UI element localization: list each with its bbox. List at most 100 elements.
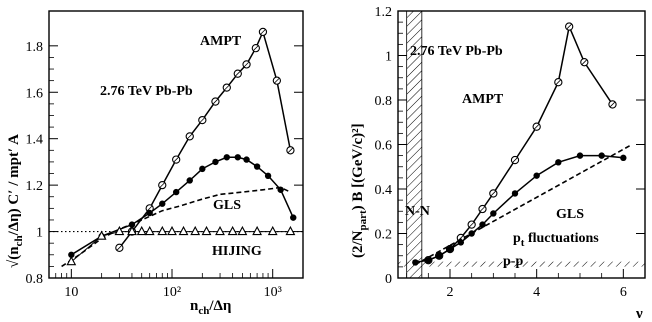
y-tick-label: 1.2 xyxy=(26,179,44,194)
left-series-3-point xyxy=(136,225,147,236)
right-series-1-point xyxy=(490,210,497,217)
right-axis-ticks: 0 0.2 0.4 0.6 0.8 1 1.2 2 4 6 xyxy=(375,5,645,300)
x-tick-label: 10² xyxy=(163,285,181,300)
right-series-1-point xyxy=(412,259,419,266)
left-y-axis-label: √(nch/Δη) C′ / mpt′ A xyxy=(6,134,25,268)
right-y-axis-label: (2/Npart) B [(GeV/c)²] xyxy=(350,123,369,258)
right-series-1-point xyxy=(446,245,454,253)
right-pt-rest: fluctuations xyxy=(524,231,599,246)
y-tick-label: 1.2 xyxy=(375,5,393,20)
left-series-0-point-mark xyxy=(234,70,241,77)
left-series-1-point xyxy=(146,209,153,217)
y-tick-label: 0.6 xyxy=(375,139,393,154)
right-series-1-point xyxy=(479,221,486,228)
left-series-1-point xyxy=(243,156,250,163)
y-tick-label: 1.4 xyxy=(26,133,44,148)
left-system-label: 2.76 TeV Pb-Pb xyxy=(100,84,193,99)
left-series-1-point xyxy=(223,154,230,161)
left-series-0-point-mark xyxy=(260,29,266,35)
left-axis-ticks: 0.8 1 1.2 1.4 1.6 1.8 10 10² 10³ xyxy=(26,40,304,300)
y-tick-label: 1.6 xyxy=(26,86,44,101)
right-series-2-line xyxy=(414,143,633,266)
left-series-3-point xyxy=(157,225,168,236)
left-series-3-point xyxy=(127,225,137,236)
left-hijing-label: HIJING xyxy=(212,244,262,259)
left-series-3-point xyxy=(114,225,125,236)
right-x-axis-label: ν xyxy=(635,306,643,322)
left-series-3-point xyxy=(167,225,177,236)
left-x-label-sub: ch xyxy=(198,305,209,317)
right-series-0-point-mark xyxy=(490,190,497,197)
right-series-1-point xyxy=(555,159,562,166)
right-gls-label: GLS xyxy=(556,207,584,222)
left-series-3-point xyxy=(66,256,77,266)
left-series-0-point-mark xyxy=(243,61,250,68)
y-tick-label: 0.8 xyxy=(375,94,393,109)
left-chart-panel: 0.8 1 1.2 1.4 1.6 1.8 10 10² 10³ AMPT 2.76 TeV P… xyxy=(6,10,304,317)
left-series-0-point-mark xyxy=(116,245,123,251)
left-series-1-line xyxy=(70,156,294,256)
left-series-3-point xyxy=(190,225,201,236)
right-y-label-sub: part xyxy=(357,210,369,231)
left-y-label-sub: ch xyxy=(13,235,25,246)
left-x-label-main: n xyxy=(190,298,199,314)
left-series-3-point xyxy=(267,225,278,236)
right-series-1-point xyxy=(435,252,443,259)
right-series-0-point-mark xyxy=(581,59,588,65)
x-tick-label: 10³ xyxy=(264,285,282,300)
right-y-label-main: (2/N xyxy=(350,230,366,258)
left-series-3-point xyxy=(215,225,225,236)
right-series-0-point-mark xyxy=(609,101,616,108)
y-tick-label: 0.2 xyxy=(375,228,393,243)
left-series-0-point-mark xyxy=(253,45,259,51)
left-x-label-rest: /Δη xyxy=(208,298,231,314)
left-series-0-point-mark xyxy=(287,147,294,154)
right-chart-panel: 0 0.2 0.4 0.6 0.8 1 1.2 2 4 6 2.76 TeV Pb-Pb AMPT… xyxy=(350,5,646,322)
left-series-3-point xyxy=(178,225,189,236)
left-series-1-point xyxy=(186,177,193,184)
y-tick-label: 0 xyxy=(385,272,392,287)
x-tick-label: 6 xyxy=(620,285,627,300)
x-tick-label: 10 xyxy=(64,285,78,300)
y-tick-label: 0.8 xyxy=(26,272,44,287)
left-x-axis-label: nch/Δη xyxy=(190,298,231,317)
right-y-label-rest: ) B [(GeV/c)²] xyxy=(350,123,366,210)
right-series-0-point-mark xyxy=(479,206,486,212)
left-series-0-point-mark xyxy=(159,182,166,188)
left-y-label-main: √(n xyxy=(6,246,22,268)
right-series-0-point-mark xyxy=(555,79,562,85)
x-tick-label: 4 xyxy=(533,285,540,300)
left-series-1-point xyxy=(290,214,297,221)
right-pt-sub: t xyxy=(521,237,525,249)
right-series-0-point-mark xyxy=(468,221,475,228)
y-tick-label: 1.8 xyxy=(26,40,44,55)
right-series-1-point xyxy=(511,190,519,197)
left-series-0-point-mark xyxy=(212,98,219,105)
right-nn-label: N-N xyxy=(405,204,430,219)
left-series-1-point xyxy=(253,163,261,170)
y-tick-label: 1 xyxy=(385,50,392,65)
pp-reference-band xyxy=(398,261,645,267)
left-series-3-point xyxy=(144,225,155,236)
right-series-0-point-mark xyxy=(566,23,572,30)
left-series-0-point-mark xyxy=(274,77,280,84)
right-pt-label: pt fluctuations xyxy=(513,231,599,249)
left-series-0-point-mark xyxy=(224,84,230,91)
left-series-1-point xyxy=(199,165,206,173)
left-series-1-point xyxy=(68,251,75,258)
y-tick-label: 0.4 xyxy=(375,183,393,198)
left-series-3-point xyxy=(227,225,238,236)
left-series-3-point xyxy=(201,225,212,236)
right-pp-label: p-p xyxy=(503,254,523,269)
right-system-label: 2.76 TeV Pb-Pb xyxy=(410,44,503,59)
right-series-1-point xyxy=(598,152,605,159)
left-y-label-rest: /Δη) C′ / mpt′ A xyxy=(6,134,22,237)
right-series-1-point xyxy=(576,152,584,159)
right-series-1-point xyxy=(620,154,627,162)
left-series-3-point xyxy=(237,225,248,236)
left-series-1-point xyxy=(264,172,272,180)
left-series-0-point-mark xyxy=(146,205,153,212)
left-plot-frame xyxy=(48,10,304,279)
right-series-0-point-mark xyxy=(512,157,518,163)
